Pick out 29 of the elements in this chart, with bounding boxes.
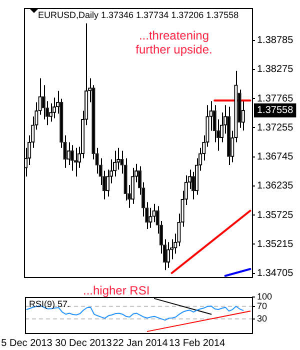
candlestick	[70, 144, 74, 172]
candlestick	[212, 104, 216, 143]
x-tick-label: 13 Feb 2014	[168, 338, 226, 349]
x-tick-label: 22 Jan 2014	[112, 338, 168, 349]
y-tick-label: 30	[257, 313, 268, 324]
x-tick-label: 5 Dec 2013	[1, 338, 53, 349]
y-tick-label: 1.37765	[257, 93, 294, 104]
y-tick-label: 70	[257, 300, 268, 311]
y-tick-label: 1.38275	[257, 64, 294, 76]
y-tick-label: 1.38785	[257, 35, 294, 46]
y-tick-label: 1.35725	[257, 210, 294, 221]
chart-title: EURUSD,Daily 1.37346 1.37734 1.37206 1.37558	[38, 10, 239, 20]
y-tick-label: 1.36745	[257, 152, 294, 163]
candlestick	[227, 106, 231, 166]
candlestick	[148, 207, 152, 228]
chart-title: RSI(9) 57.	[28, 298, 70, 309]
candlestick	[130, 167, 134, 204]
y-tick-label: 100	[257, 291, 272, 302]
annotation: ...threatening further upside.	[136, 28, 212, 56]
annotation: ...higher RSI	[82, 283, 150, 298]
y-tick-label: 1.34705	[257, 268, 294, 280]
candlestick	[42, 84, 46, 120]
annotation: 1.37558	[257, 105, 294, 116]
y-tick-label: 1.36235	[257, 180, 294, 192]
y-tick-label: 1.35215	[257, 238, 294, 250]
y-tick-label: 1.37255	[257, 122, 294, 134]
candlestick	[66, 142, 70, 166]
candlestick	[52, 97, 56, 119]
x-tick-label: 30 Dec 2013	[55, 338, 112, 349]
